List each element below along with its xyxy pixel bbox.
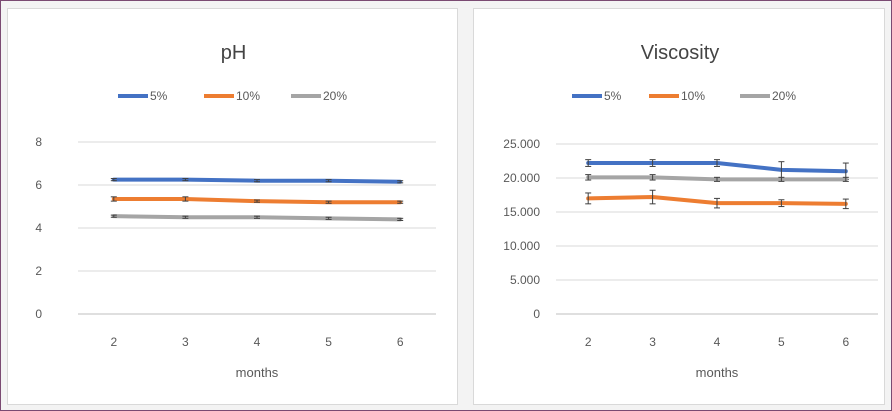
ph-y-tick-label: 8: [35, 135, 42, 149]
viscosity-legend-label-0: 5%: [604, 89, 622, 103]
viscosity-x-tick-label: 5: [778, 335, 785, 349]
ph-x-tick-label: 6: [397, 335, 404, 349]
viscosity-error-bar: [842, 198, 849, 210]
viscosity-error-bar: [714, 176, 720, 182]
ph-error-bar: [397, 200, 404, 204]
ph-error-bar: [325, 216, 332, 220]
ph-error-bar: [325, 200, 332, 204]
viscosity-x-tick-label: 2: [585, 335, 592, 349]
viscosity-error-bar: [585, 174, 592, 181]
viscosity-error-bar: [649, 189, 656, 205]
viscosity-x-tick-label: 6: [842, 335, 849, 349]
ph-x-tick-label: 4: [254, 335, 261, 349]
viscosity-x-tick-label: 4: [714, 335, 721, 349]
viscosity-y-tick-label: 10.000: [503, 239, 540, 253]
viscosity-error-bar: [585, 192, 592, 205]
ph-error-bar: [182, 178, 189, 182]
viscosity-x-tick-label: 3: [649, 335, 656, 349]
ph-error-bar: [110, 178, 117, 182]
ph-x-tick-label: 3: [182, 335, 189, 349]
viscosity-y-tick-label: 25.000: [503, 137, 540, 151]
ph-error-bar: [182, 215, 189, 219]
ph-chart-title: pH: [221, 42, 247, 64]
viscosity-error-bar: [649, 159, 656, 167]
viscosity-legend-label-1: 10%: [681, 89, 705, 103]
ph-error-bar: [254, 179, 260, 183]
ph-error-bar: [397, 217, 404, 221]
viscosity-x-axis-label: months: [696, 365, 739, 380]
ph-legend-label-0: 5%: [150, 89, 168, 103]
viscosity-error-bar: [585, 159, 592, 167]
viscosity-error-bar: [778, 176, 785, 182]
ph-error-bar: [182, 196, 189, 202]
viscosity-error-bar: [649, 174, 656, 181]
ph-legend-label-1: 10%: [236, 89, 260, 103]
viscosity-chart-title: Viscosity: [641, 42, 720, 64]
viscosity-error-bar: [842, 176, 849, 182]
ph-chart-panel: pH 5% 10% 20% 0 2 4 6 8 2 3 4 5 6 months: [7, 8, 458, 405]
ph-error-bar: [254, 199, 260, 203]
ph-error-bar: [397, 180, 404, 184]
ph-x-axis-label: months: [236, 365, 279, 380]
viscosity-error-bar: [714, 159, 720, 167]
ph-legend-label-2: 20%: [323, 89, 347, 103]
ph-x-tick-label: 5: [325, 335, 332, 349]
ph-y-tick-label: 2: [35, 264, 42, 278]
viscosity-error-bar: [714, 197, 720, 209]
ph-error-bar: [325, 179, 332, 183]
ph-y-tick-label: 6: [35, 178, 42, 192]
ph-chart: pH 5% 10% 20% 0 2 4 6 8 2 3 4 5 6 months: [35, 42, 436, 380]
viscosity-y-tick-label: 15.000: [503, 205, 540, 219]
viscosity-y-tick-label: 0: [533, 307, 540, 321]
ph-y-tick-label: 0: [35, 307, 42, 321]
viscosity-y-tick-label: 5.000: [510, 273, 540, 287]
ph-error-bar: [110, 214, 117, 218]
viscosity-error-bar: [778, 199, 785, 208]
ph-error-bar: [110, 196, 117, 202]
ph-x-tick-label: 2: [110, 335, 117, 349]
viscosity-legend-label-2: 20%: [772, 89, 796, 103]
viscosity-chart-panel: Viscosity 5% 10% 20% 0 5.000 10.000 15.000 20.00…: [473, 8, 885, 405]
ph-y-tick-label: 4: [35, 221, 42, 235]
viscosity-chart: Viscosity 5% 10% 20% 0 5.000 10.000 15.000 20.00…: [503, 42, 878, 380]
viscosity-y-tick-label: 20.000: [503, 171, 540, 185]
ph-error-bar: [254, 215, 260, 219]
